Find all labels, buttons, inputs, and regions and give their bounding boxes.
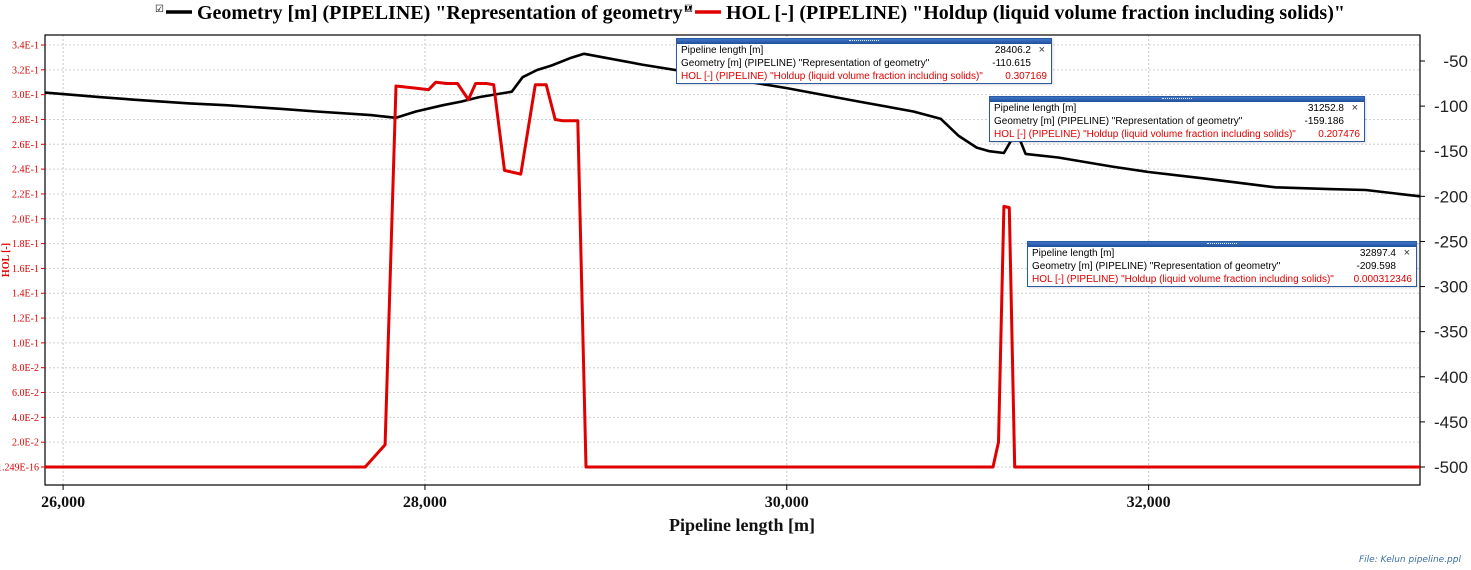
close-icon[interactable]: × xyxy=(1351,102,1358,114)
bottom-tick-label: 26,000 xyxy=(41,494,85,511)
close-icon[interactable]: × xyxy=(1038,44,1045,56)
plot-area xyxy=(44,34,1421,486)
bottom-tick-label: 32,000 xyxy=(1127,494,1171,511)
y-axis-title-left: HOL [-] xyxy=(1,243,12,277)
legend-checkbox-hol[interactable]: ☑ xyxy=(684,4,693,15)
tooltip-drag-handle[interactable] xyxy=(1028,242,1416,247)
left-tick-label: 2.0E-1 xyxy=(12,214,39,225)
left-tick-label: 2.2E-1 xyxy=(12,189,39,200)
right-axis: -50 -100 -150 -200 -250 -300 -350 -400 -450 -500 xyxy=(1420,52,1468,477)
left-tick-label: 3.0E-1 xyxy=(12,90,39,101)
left-tick-label: 2.8E-1 xyxy=(12,115,39,126)
legend-label-hol: HOL [-] (PIPELINE) "Holdup (liquid volum… xyxy=(726,2,1345,24)
left-tick-label: -1.249E-16 xyxy=(0,463,39,474)
legend: ☑ Geometry [m] (PIPELINE) "Representatio… xyxy=(155,2,1345,24)
left-tick-label: 2.6E-1 xyxy=(12,140,39,151)
left-tick-label: 8.0E-2 xyxy=(12,363,39,374)
series-line-hol xyxy=(45,80,1420,469)
left-tick-label: 1.2E-1 xyxy=(12,314,39,325)
left-tick-label: 3.2E-1 xyxy=(12,65,39,76)
right-tick-label: -350 xyxy=(1434,323,1468,342)
right-tick-label: -100 xyxy=(1434,97,1468,116)
left-tick-label: 1.8E-1 xyxy=(12,239,39,250)
left-tick-label: 2.0E-2 xyxy=(12,438,39,449)
file-name-label: File: Kelun pipeline.ppl xyxy=(1359,555,1461,565)
right-tick-label: -200 xyxy=(1434,187,1468,206)
left-tick-label: 4.0E-2 xyxy=(12,413,39,424)
tooltip-row-geometry: Geometry [m] (PIPELINE) "Representation … xyxy=(994,116,1344,127)
bottom-tick-label: 28,000 xyxy=(403,494,447,511)
tooltip-2[interactable]: × Pipeline length [m] 31252.8 Geometry [m… xyxy=(989,96,1365,142)
right-tick-label: -250 xyxy=(1434,232,1468,251)
bottom-tick-label: 30,000 xyxy=(765,494,809,511)
series-line-geometry xyxy=(44,52,1421,198)
left-tick-label: 1.0E-1 xyxy=(12,338,39,349)
tooltip-row-x: Pipeline length [m] 28406.2 xyxy=(681,45,1031,56)
left-tick-label: 3.4E-1 xyxy=(12,41,39,52)
right-tick-label: -400 xyxy=(1434,368,1468,387)
right-tick-label: -300 xyxy=(1434,278,1468,297)
tooltip-row-hol: HOL [-] (PIPELINE) "Holdup (liquid volum… xyxy=(681,71,1047,82)
right-tick-label: -450 xyxy=(1434,413,1468,432)
left-tick-label: 6.0E-2 xyxy=(12,388,39,399)
tooltip-1[interactable]: × Pipeline length [m] 28406.2 Geometry [m… xyxy=(676,38,1052,84)
tooltip-row-geometry: Geometry [m] (PIPELINE) "Representation … xyxy=(681,58,1031,69)
left-tick-label: 1.4E-1 xyxy=(12,289,39,300)
tooltip-row-hol: HOL [-] (PIPELINE) "Holdup (liquid volum… xyxy=(994,129,1360,140)
tooltip-drag-handle[interactable] xyxy=(677,39,1051,44)
x-axis-title: Pipeline length [m] xyxy=(669,515,815,535)
tooltip-row-x: Pipeline length [m] 32897.4 xyxy=(1032,248,1396,259)
left-tick-label: 1.6E-1 xyxy=(12,264,39,275)
close-icon[interactable]: × xyxy=(1403,247,1410,259)
tooltip-row-x: Pipeline length [m] 31252.8 xyxy=(994,103,1344,114)
tooltip-row-geometry: Geometry [m] (PIPELINE) "Representation … xyxy=(1032,261,1396,272)
right-tick-label: -50 xyxy=(1443,52,1468,71)
bottom-axis: 26,000 28,000 30,000 32,000 xyxy=(41,485,1171,511)
right-tick-label: -150 xyxy=(1434,142,1468,161)
left-axis: -1.249E-16 2.0E-2 4.0E-2 6.0E-2 8.0E-2 1.0E-1… xyxy=(0,41,45,474)
tooltip-drag-handle[interactable] xyxy=(990,97,1364,102)
series-layer xyxy=(44,52,1421,469)
right-tick-label: -500 xyxy=(1434,458,1468,477)
tooltip-row-hol: HOL [-] (PIPELINE) "Holdup (liquid volum… xyxy=(1032,274,1412,285)
legend-label-geometry: Geometry [m] (PIPELINE) "Representation … xyxy=(197,2,694,24)
left-tick-label: 2.4E-1 xyxy=(12,165,39,176)
tooltip-3[interactable]: × Pipeline length [m] 32897.4 Geometry [m… xyxy=(1027,241,1417,287)
legend-checkbox-geometry[interactable]: ☑ xyxy=(155,4,164,15)
